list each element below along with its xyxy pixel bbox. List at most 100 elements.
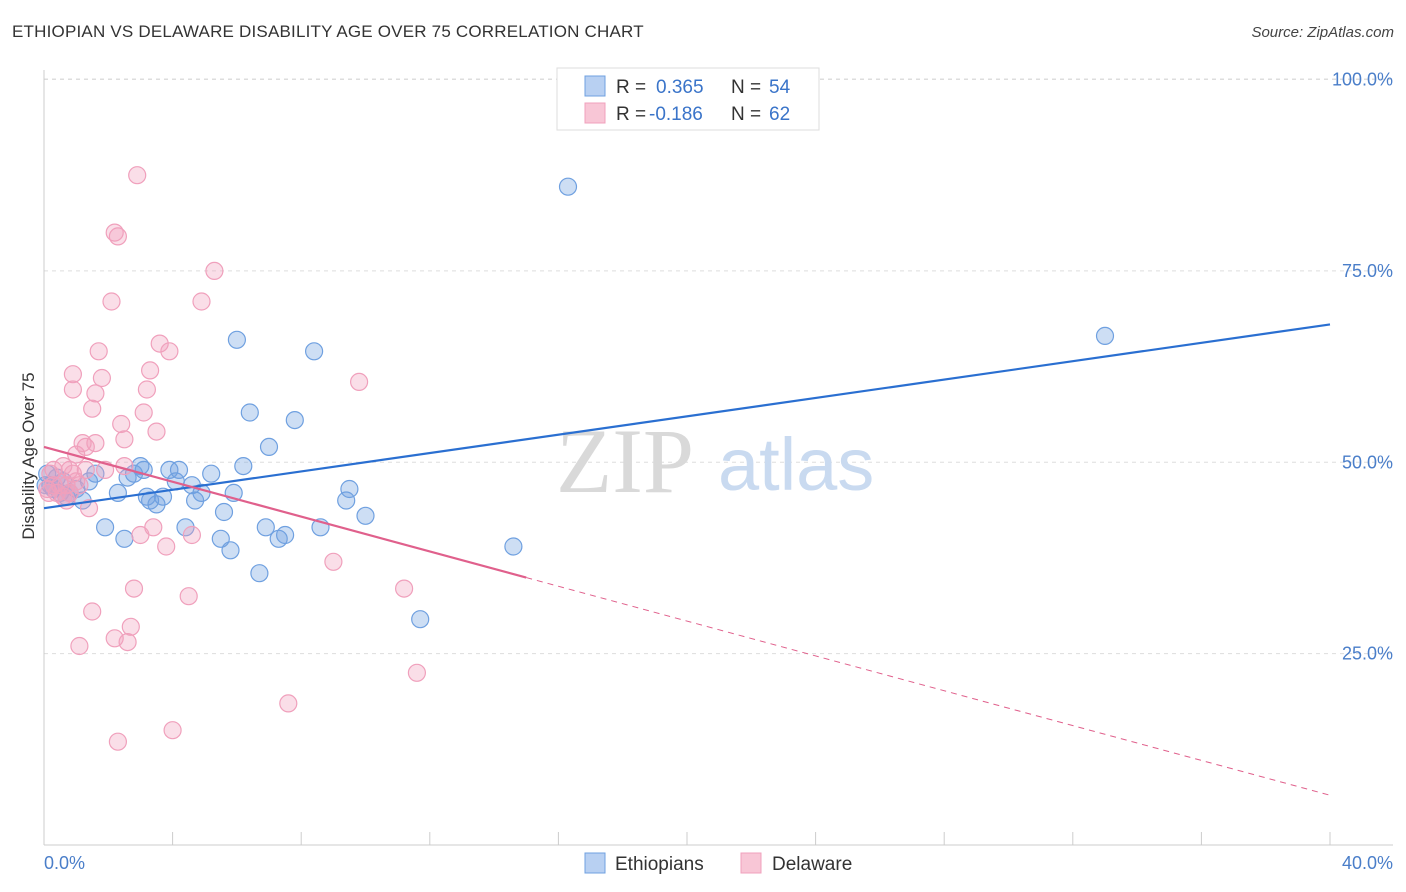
point-ethiopians-40 xyxy=(259,437,279,456)
point-delaware-49 xyxy=(350,372,369,391)
trend-line-ethiopians xyxy=(43,323,1331,510)
point-ethiopians-12 xyxy=(95,518,115,537)
point-ethiopians-51 xyxy=(558,177,578,196)
point-delaware-24 xyxy=(102,292,121,311)
point-delaware-20 xyxy=(63,380,83,399)
point-delaware-26 xyxy=(108,227,128,246)
point-delaware-14 xyxy=(83,399,102,418)
point-ethiopians-33 xyxy=(221,541,240,560)
legend-n-label-2: N = xyxy=(731,104,761,125)
legend-swatch-delaware xyxy=(584,102,606,124)
point-delaware-46 xyxy=(205,261,224,280)
point-delaware-22 xyxy=(83,602,102,621)
point-ethiopians-50 xyxy=(504,537,523,556)
point-delaware-23 xyxy=(86,384,105,403)
legend-n-label-1: N = xyxy=(731,77,761,98)
point-delaware-2 xyxy=(44,460,63,479)
point-ethiopians-11 xyxy=(86,464,105,483)
bottom-legend-label-ethiopians: Ethiopians xyxy=(615,854,704,875)
point-delaware-15 xyxy=(86,434,105,453)
point-ethiopians-36 xyxy=(234,457,253,476)
legend-r-value-1: 0.365 xyxy=(656,77,704,98)
point-ethiopians-23 xyxy=(160,460,179,479)
trend-line-delaware-solid xyxy=(43,445,527,579)
point-delaware-17 xyxy=(92,368,112,388)
point-ethiopians-39 xyxy=(256,518,275,537)
point-delaware-53 xyxy=(105,629,124,648)
point-delaware-41 xyxy=(160,342,179,361)
point-delaware-61 xyxy=(76,437,95,456)
point-ethiopians-37 xyxy=(240,403,259,422)
point-delaware-48 xyxy=(324,552,343,571)
point-delaware-43 xyxy=(179,587,198,606)
y-tick-label-100: 100.0% xyxy=(1332,70,1393,90)
y-tick-label-75: 75.0% xyxy=(1342,261,1393,281)
x-tick-label-min: 0.0% xyxy=(44,853,85,873)
point-delaware-32 xyxy=(128,166,147,185)
point-delaware-47 xyxy=(279,694,298,713)
gridlines xyxy=(44,78,1393,655)
bottom-legend: Ethiopians Delaware xyxy=(584,852,852,875)
watermark-zip: ZIP xyxy=(556,410,694,512)
point-ethiopians-43 xyxy=(285,411,304,430)
chart-source: Source: ZipAtlas.com xyxy=(1251,24,1394,41)
point-ethiopians-44 xyxy=(305,342,324,361)
y-axis-label: Disability Age Over 75 xyxy=(19,372,38,539)
point-ethiopians-42 xyxy=(276,525,295,545)
point-delaware-51 xyxy=(407,663,426,682)
chart-title: ETHIOPIAN VS DELAWARE DISABILITY AGE OVE… xyxy=(12,22,644,41)
point-delaware-40 xyxy=(157,537,176,556)
point-delaware-27 xyxy=(112,414,131,434)
point-delaware-21 xyxy=(70,636,89,656)
trend-line-delaware-dashed xyxy=(526,577,1331,796)
point-delaware-34 xyxy=(134,403,153,422)
legend-r-label-1: R = xyxy=(616,77,646,98)
x-axis-ticks xyxy=(43,832,1331,845)
point-delaware-57 xyxy=(60,460,79,479)
point-ethiopians-49 xyxy=(411,610,430,629)
point-ethiopians-28 xyxy=(186,491,205,510)
series-delaware xyxy=(38,166,426,751)
point-delaware-59 xyxy=(57,476,76,495)
point-delaware-52 xyxy=(108,732,128,751)
point-delaware-44 xyxy=(182,525,201,545)
point-ethiopians-14 xyxy=(115,529,134,548)
point-delaware-30 xyxy=(121,617,140,636)
y-tick-label-50: 50.0% xyxy=(1342,452,1393,472)
point-ethiopians-25 xyxy=(169,460,189,479)
point-delaware-58 xyxy=(67,472,86,491)
point-delaware-31 xyxy=(124,579,144,598)
legend-n-value-2: 62 xyxy=(769,104,790,125)
x-tick-label-max: 40.0% xyxy=(1342,853,1393,873)
bottom-legend-label-delaware: Delaware xyxy=(772,854,852,875)
point-delaware-50 xyxy=(395,579,414,598)
point-ethiopians-48 xyxy=(356,506,375,525)
point-delaware-39 xyxy=(150,334,169,353)
point-delaware-36 xyxy=(141,361,160,380)
point-delaware-19 xyxy=(63,365,83,384)
series-layer xyxy=(36,166,1331,796)
point-delaware-28 xyxy=(115,430,134,449)
point-delaware-42 xyxy=(163,721,182,740)
point-ethiopians-35 xyxy=(227,330,246,349)
point-delaware-56 xyxy=(39,483,58,502)
legend-n-value-1: 54 xyxy=(769,77,791,98)
bottom-legend-swatch-delaware xyxy=(740,852,762,874)
point-delaware-45 xyxy=(192,292,211,311)
point-ethiopians-46 xyxy=(337,491,356,510)
legend-r-value-2: -0.186 xyxy=(649,104,703,125)
point-ethiopians-47 xyxy=(340,479,359,499)
bottom-legend-swatch-ethiopians xyxy=(584,852,606,874)
point-ethiopians-32 xyxy=(214,502,234,522)
legend-r-label-2: R = xyxy=(616,104,646,125)
watermark-atlas: atlas xyxy=(718,423,874,506)
point-ethiopians-38 xyxy=(250,564,269,583)
point-delaware-16 xyxy=(89,342,108,361)
point-delaware-38 xyxy=(147,422,166,441)
point-ethiopians-52 xyxy=(1095,326,1115,345)
point-delaware-35 xyxy=(137,380,156,399)
legend: R = 0.365 N = 54 R = -0.186 N = 62 xyxy=(556,67,820,131)
series-ethiopians xyxy=(36,177,1115,629)
point-delaware-13 xyxy=(79,499,99,518)
y-tick-label-25: 25.0% xyxy=(1342,644,1393,664)
